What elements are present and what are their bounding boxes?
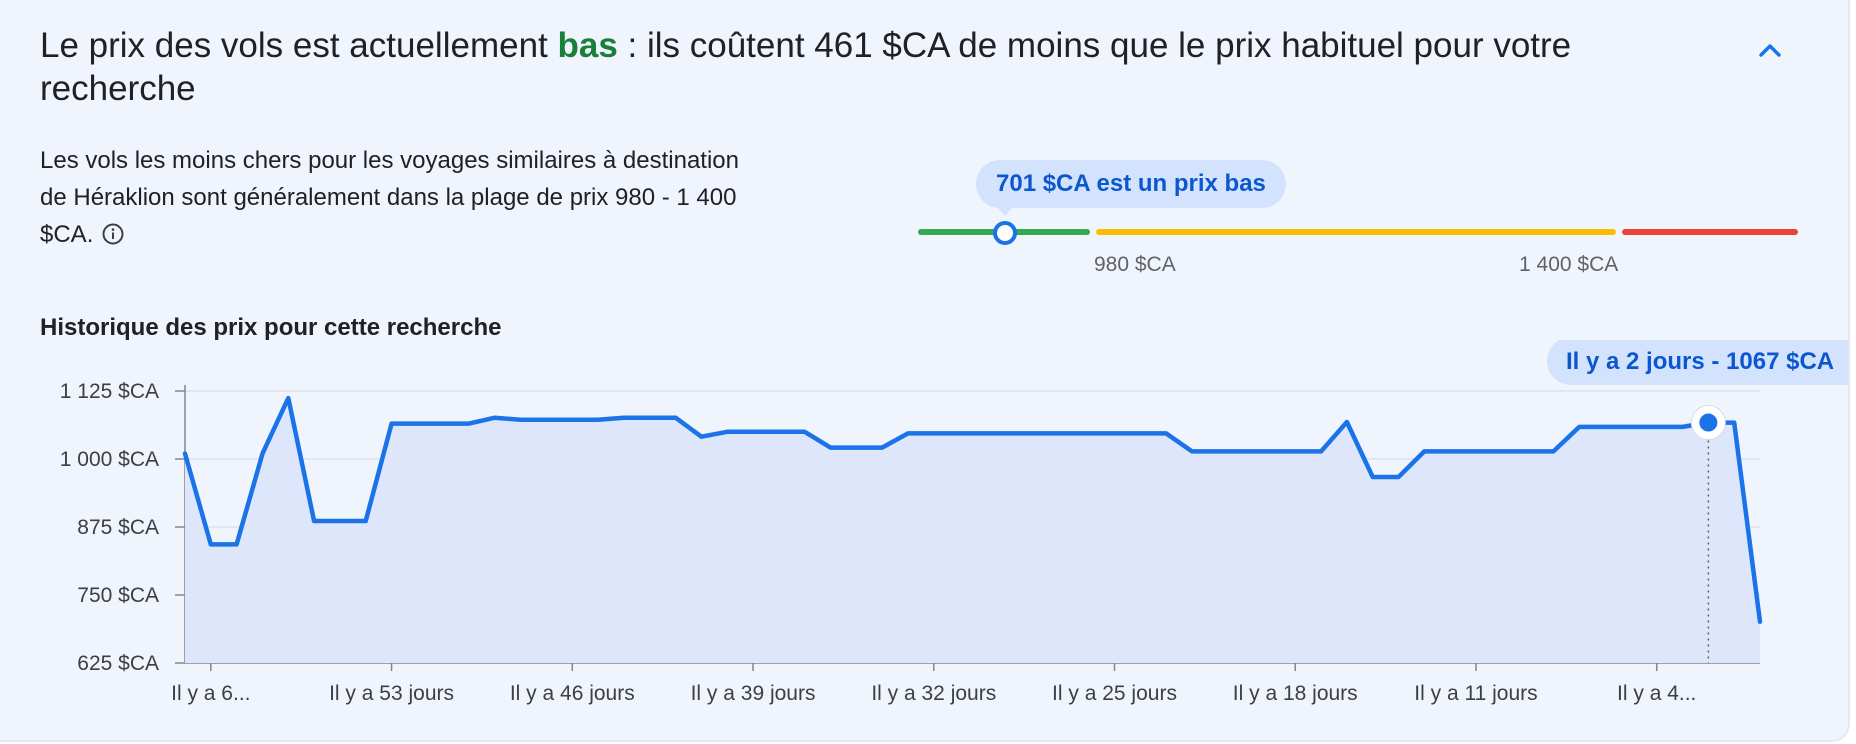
x-tick-label: Il y a 25 jours (1052, 682, 1177, 705)
collapse-button[interactable] (1750, 30, 1790, 70)
y-tick-label: 1 000 $CA (60, 448, 159, 471)
price-range-indicator: 701 $CA est un prix bas 980 $CA 1 400 $C… (900, 150, 1820, 290)
headline-prefix: Le prix des vols est actuellement (40, 26, 558, 65)
x-tick-label: Il y a 6... (171, 682, 250, 705)
current-price-bubble: 701 $CA est un prix bas (976, 160, 1286, 208)
headline-suffix: : ils coûtent 461 $CA de moins que le pr… (40, 26, 1572, 108)
highlight-tooltip (1547, 340, 1848, 385)
price-history-chart: 625 $CA 750 $CA 875 $CA 1 000 $CA 1 125 $CA I… (60, 340, 1848, 705)
low-threshold-label: 980 $CA (1094, 253, 1176, 276)
highlight-point[interactable] (1699, 413, 1718, 432)
x-tick-label: Il y a 11 jours (1414, 682, 1537, 705)
price-history-title: Historique des prix pour cette recherche (40, 314, 502, 341)
y-tick-label: 750 $CA (77, 584, 159, 607)
y-tick-label: 875 $CA (77, 516, 159, 539)
x-tick-label: Il y a 46 jours (510, 682, 635, 705)
price-area-fill (185, 398, 1760, 663)
price-level-label: bas (557, 26, 618, 65)
typical-price-segment (1096, 229, 1616, 235)
price-range-text: Les vols les moins chers pour les voyage… (40, 147, 739, 248)
current-price-marker (993, 221, 1017, 245)
high-price-segment (1622, 229, 1798, 235)
high-threshold-label: 1 400 $CA (1519, 253, 1619, 276)
x-tick-label: Il y a 4... (1617, 682, 1696, 705)
bubble-pointer (996, 206, 1014, 216)
y-tick-label: 1 125 $CA (60, 380, 159, 403)
price-range-description: Les vols les moins chers pour les voyage… (40, 142, 760, 257)
x-tick-label: Il y a 32 jours (871, 682, 996, 705)
x-tick-label: Il y a 53 jours (329, 682, 454, 705)
info-icon[interactable] (101, 220, 125, 257)
chevron-up-icon (1759, 44, 1781, 57)
y-tick-label: 625 $CA (77, 652, 159, 675)
x-tick-label: Il y a 39 jours (691, 682, 816, 705)
highlight-tooltip-text: Il y a 2 jours - 1067 $CA (1566, 348, 1834, 375)
price-status-headline: Le prix des vols est actuellement bas : … (40, 24, 1680, 110)
x-tick-label: Il y a 18 jours (1233, 682, 1358, 705)
price-line (182, 395, 1763, 624)
